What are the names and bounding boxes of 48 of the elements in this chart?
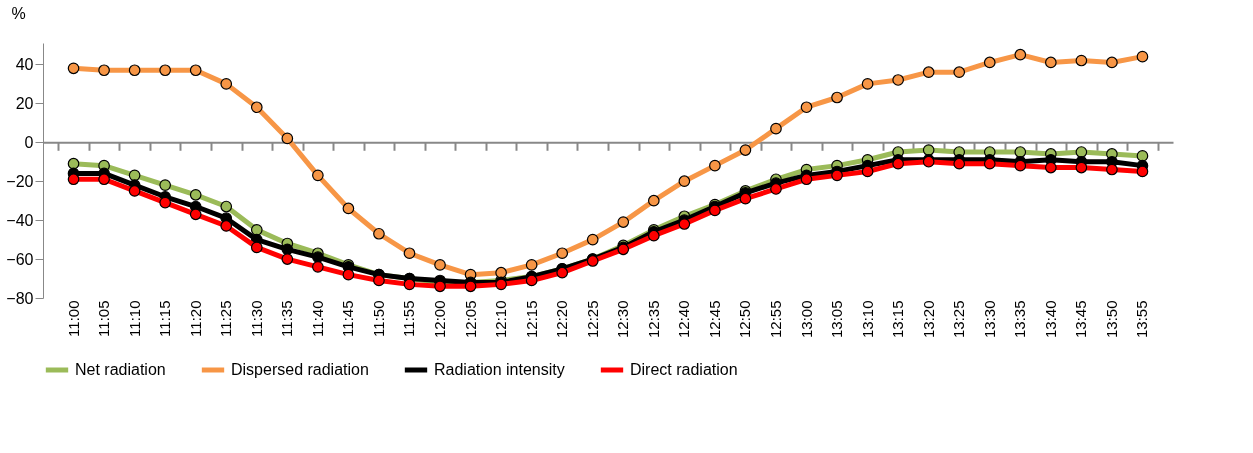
x-tick-label: 12:10 [492,300,510,339]
y-tick-label: −60 [6,250,34,268]
x-tick-label: 13:05 [828,300,846,339]
x-tick-label: 13:30 [980,300,998,339]
x-tick-label: 11:05 [95,300,113,337]
x-tick-label: 12:55 [766,300,784,339]
x-tick-label: 13:15 [889,300,907,339]
legend-label: Radiation intensity [434,361,565,378]
y-tick-label: −40 [6,211,34,229]
x-tick-label: 11:40 [308,300,326,337]
y-axis-title: % [11,4,26,22]
x-tick-label: 13:50 [1102,300,1120,339]
y-tick-label: −20 [6,172,34,190]
x-tick-label: 12:15 [522,300,540,339]
x-tick-label: 12:05 [461,300,479,339]
x-tick-label: 11:55 [400,300,418,337]
x-tick-label: 13:40 [1041,300,1059,339]
legend-label: Net radiation [75,361,166,378]
x-tick-label: 12:30 [614,300,632,339]
x-tick-label: 12:25 [583,300,601,339]
y-tick-label: 40 [15,55,34,73]
x-tick-label: 12:00 [431,300,449,339]
x-tick-label: 11:00 [64,300,82,337]
x-tick-label: 12:35 [644,300,662,339]
x-tick-label: 13:55 [1133,300,1151,339]
x-tick-label: 11:30 [247,300,265,337]
y-tick-label: 20 [15,94,34,112]
x-tick-label: 12:20 [553,300,571,339]
x-tick-label: 13:25 [950,300,968,339]
legend-label: Direct radiation [630,361,738,378]
x-tick-label: 13:45 [1072,300,1090,339]
x-tick-label: 13:00 [797,300,815,339]
x-tick-label: 13:10 [858,300,876,339]
y-tick-label: −80 [6,289,34,307]
x-tick-label: 11:20 [186,300,204,337]
x-tick-label: 12:50 [736,300,754,339]
x-tick-label: 12:40 [675,300,693,339]
x-tick-label: 11:35 [278,300,296,337]
x-tick-label: 12:45 [705,300,723,339]
x-tick-label: 13:20 [919,300,937,339]
x-tick-label: 11:25 [217,300,235,337]
x-tick-label: 11:45 [339,300,357,337]
x-tick-label: 11:10 [125,300,143,337]
x-tick-label: 11:50 [369,300,387,337]
x-tick-label: 11:15 [156,300,174,337]
legend-label: Dispersed radiation [231,361,369,378]
y-tick-label: 0 [24,133,34,151]
x-tick-label: 13:35 [1011,300,1029,339]
